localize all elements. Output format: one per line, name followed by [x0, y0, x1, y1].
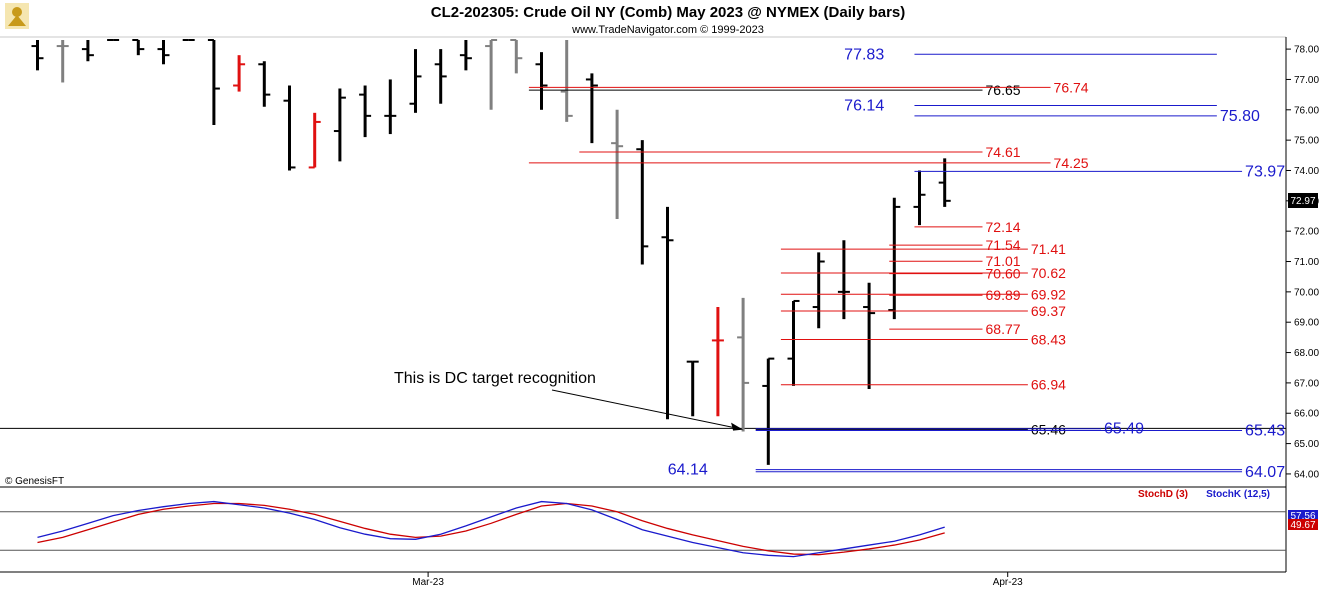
- level-label: 68.43: [1031, 332, 1066, 348]
- stoch-k-value: 57.56: [1290, 511, 1315, 522]
- level-label: 70.60: [986, 266, 1021, 282]
- arrow-shaft: [551, 389, 740, 430]
- level-label: 77.83: [844, 46, 884, 63]
- stoch-k-legend: StochK (12,5): [1206, 489, 1270, 500]
- price-tick-label: 77.00: [1294, 75, 1319, 86]
- price-tick-label: 67.00: [1294, 378, 1319, 389]
- stoch-d-legend: StochD (3): [1138, 489, 1188, 500]
- level-label: 75.80: [1220, 108, 1260, 125]
- level-label: 76.14: [844, 98, 884, 115]
- price-bars: [31, 39, 951, 465]
- chart-title: CL2-202305: Crude Oil NY (Comb) May 2023…: [431, 4, 906, 21]
- level-label: 71.41: [1031, 241, 1066, 257]
- annotation-arrow-icon: [551, 389, 744, 431]
- stoch-d-marker: [1288, 519, 1318, 530]
- price-tick-label: 74.00: [1294, 166, 1319, 177]
- level-label: 74.25: [1054, 155, 1089, 171]
- price-tick-label: 71.00: [1294, 257, 1319, 268]
- stoch-d-line: [37, 502, 945, 556]
- copyright-text: © GenesisFT: [5, 476, 64, 487]
- chart-subtitle: www.TradeNavigator.com © 1999-2023: [571, 24, 764, 36]
- level-label: 69.37: [1031, 303, 1066, 319]
- price-axis: 78.0077.0076.0075.0074.0073.0072.0071.00…: [1286, 45, 1319, 480]
- time-tick-label: Mar-23: [412, 577, 444, 588]
- level-label: 71.01: [986, 253, 1021, 269]
- price-tick-label: 76.00: [1294, 105, 1319, 116]
- price-tick-label: 68.00: [1294, 348, 1319, 359]
- target-levels: 77.83 76.65 76.74 76.14 75.80 74.61 74.25 73.97…: [528, 46, 1285, 481]
- annotation-text: This is DC target recognition: [394, 370, 596, 387]
- stoch-k-line: [37, 500, 945, 558]
- time-axis: Mar-23 Apr-23: [412, 572, 1023, 588]
- arrow-head: [731, 422, 744, 431]
- last-price-label: 72.97: [1290, 196, 1315, 207]
- level-label: 71.54: [986, 237, 1021, 253]
- time-tick-label: Apr-23: [993, 577, 1023, 588]
- level-label: 69.92: [1031, 286, 1066, 302]
- level-label: 68.77: [986, 321, 1021, 337]
- stochastic-panel: [0, 500, 1286, 558]
- price-tick-label: 66.00: [1294, 409, 1319, 420]
- stoch-d-value: 49.67: [1290, 520, 1315, 531]
- level-label: 65.43: [1245, 423, 1285, 440]
- level-label: 74.61: [986, 144, 1021, 160]
- level-label: 73.97: [1245, 163, 1285, 180]
- level-label: 70.62: [1031, 265, 1066, 281]
- level-label: 64.07: [1245, 464, 1285, 481]
- level-label: 69.89: [986, 287, 1021, 303]
- stoch-k-marker: [1288, 510, 1318, 521]
- price-tick-label: 65.00: [1294, 439, 1319, 450]
- price-tick-label: 75.00: [1294, 136, 1319, 147]
- level-label: 64.14: [668, 462, 708, 479]
- price-tick-label: 70.00: [1294, 287, 1319, 298]
- level-label: 66.94: [1031, 377, 1066, 393]
- level-label: 72.14: [986, 219, 1021, 235]
- price-tick-label: 64.00: [1294, 469, 1319, 480]
- price-tick-label: 78.00: [1294, 45, 1319, 56]
- last-price-marker: [1288, 193, 1318, 208]
- level-label: 65.46: [1031, 422, 1066, 438]
- level-label: 76.74: [1054, 79, 1089, 95]
- logo-icon: [5, 3, 29, 29]
- price-tick-label: 69.00: [1294, 318, 1319, 329]
- price-tick-label: 72.00: [1294, 227, 1319, 238]
- level-label: 76.65: [986, 82, 1021, 98]
- level-label: 65.49: [1104, 421, 1144, 438]
